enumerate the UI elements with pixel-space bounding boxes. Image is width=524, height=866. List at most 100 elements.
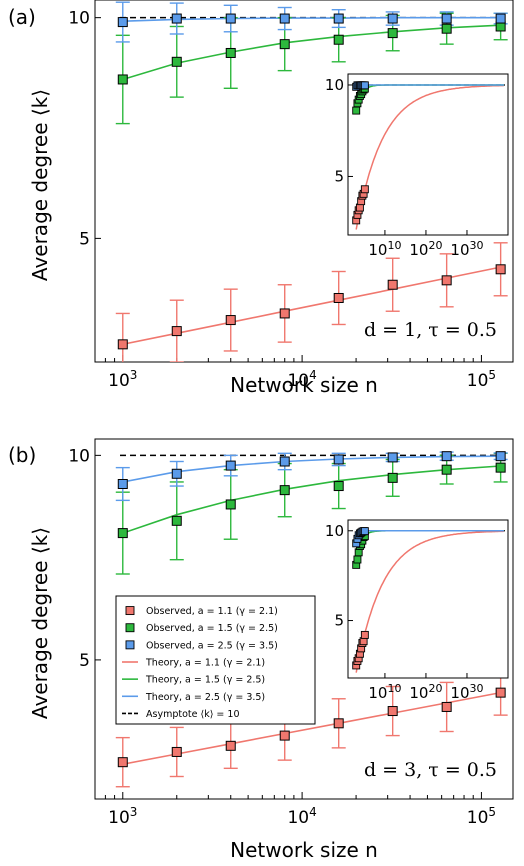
point-a15: [387, 472, 398, 483]
x-tick-label: 103: [108, 805, 137, 828]
plot-frame: [94, 438, 514, 800]
point-a11: [387, 279, 398, 290]
point-a15: [387, 28, 398, 39]
y-tick-label: 5: [79, 229, 90, 249]
inset-x-tick-label: 1020: [409, 682, 442, 703]
legend-label: Observed, a = 2.5 (γ = 3.5): [146, 640, 278, 651]
point-a25: [225, 460, 236, 471]
inset-point-a15: [352, 106, 361, 115]
point-a11: [441, 701, 452, 712]
point-a11: [225, 315, 236, 326]
inset-point-a11: [360, 630, 369, 639]
inset-x-tick-label: 1020: [409, 239, 442, 260]
inset: 1010 1020 1030 5 10: [325, 519, 509, 703]
inset-point-a25: [360, 81, 369, 90]
point-a25: [495, 451, 506, 462]
point-a25: [279, 456, 290, 467]
x-tick-label: 103: [108, 368, 137, 391]
point-a25: [171, 13, 182, 24]
point-a25: [387, 13, 398, 24]
inset-body: [352, 527, 505, 673]
annotation: d = 3, τ = 0.5: [364, 759, 497, 781]
legend-label: Asymptote ⟨k⟩ = 10: [146, 709, 239, 720]
point-a25: [441, 13, 452, 24]
annotation: d = 1, τ = 0.5: [364, 319, 497, 341]
plot-frame: [94, 0, 514, 363]
point-a11: [279, 730, 290, 741]
legend-marker: [125, 606, 135, 616]
point-a25: [333, 13, 344, 24]
point-a11: [441, 275, 452, 286]
legend-label: Theory, a = 1.1 (γ = 2.1): [145, 658, 265, 669]
legend-label: Theory, a = 2.5 (γ = 3.5): [145, 692, 265, 703]
inset-y-tick-label: 5: [334, 167, 344, 185]
point-a11: [495, 687, 506, 698]
point-a25: [441, 451, 452, 462]
point-a15: [333, 481, 344, 492]
point-a11: [333, 718, 344, 729]
point-a15: [225, 499, 236, 510]
legend: Observed, a = 1.1 (γ = 2.1) Observed, a =…: [115, 595, 316, 725]
y-axis-label: Average degree ⟨k⟩: [28, 527, 52, 719]
inset-theory-a25: [355, 84, 504, 88]
legend-label: Observed, a = 1.1 (γ = 2.1): [146, 606, 278, 617]
theory-line-a11: [122, 691, 501, 765]
y-axis-label: Average degree ⟨k⟩: [28, 89, 52, 281]
point-a11: [333, 292, 344, 303]
x-tick-label: 104: [287, 805, 316, 828]
point-a11: [117, 757, 128, 768]
x-tick-label: 105: [467, 805, 496, 828]
legend-label: Observed, a = 1.5 (γ = 2.5): [146, 623, 278, 634]
y-tick-label: 5: [79, 651, 90, 671]
plot-body: [115, 451, 508, 788]
inset-y-tick-label: 10: [325, 522, 344, 540]
point-a25: [387, 452, 398, 463]
point-a15: [117, 528, 128, 539]
point-a25: [333, 454, 344, 465]
point-a15: [171, 56, 182, 67]
theory-line-a25: [122, 455, 501, 483]
inset-theory-a25: [355, 530, 504, 534]
point-a11: [279, 308, 290, 319]
point-a15: [117, 74, 128, 85]
point-a11: [225, 740, 236, 751]
theory-line-a15: [122, 465, 501, 534]
point-a15: [171, 515, 182, 526]
point-a25: [117, 479, 128, 489]
point-a15: [279, 39, 290, 50]
x-axis-label: Network size n: [230, 373, 378, 397]
point-a15: [333, 34, 344, 45]
point-a11: [171, 326, 182, 337]
x-tick-label: 104: [287, 368, 316, 391]
y-tick-label: 10: [68, 9, 90, 29]
panel-label: (b): [8, 443, 36, 467]
plot-body: [115, 1, 508, 362]
inset-x-tick-label: 1030: [450, 239, 483, 260]
panel-label: (a): [8, 5, 36, 29]
legend-marker: [125, 623, 135, 633]
point-a15: [279, 485, 290, 496]
inset-y-tick-label: 10: [325, 76, 344, 94]
inset-frame: [347, 73, 509, 236]
inset-x-tick-label: 1010: [368, 239, 401, 260]
theory-line-a15: [122, 24, 501, 81]
point-a15: [495, 462, 506, 473]
theory-line-a25: [122, 16, 501, 22]
inset-x-tick-label: 1010: [368, 682, 401, 703]
inset-point-a15: [353, 555, 362, 564]
point-a11: [387, 706, 398, 717]
point-a11: [495, 264, 506, 275]
inset-theory-a11: [355, 530, 504, 673]
point-a25: [279, 13, 290, 24]
inset-point-a25: [360, 527, 369, 536]
inset-point-a11: [360, 185, 369, 194]
legend-marker: [125, 640, 135, 650]
inset-frame: [347, 519, 509, 679]
point-a15: [441, 23, 452, 34]
point-a15: [441, 464, 452, 475]
legend-frame: [115, 595, 316, 725]
inset-y-tick-label: 5: [334, 612, 344, 630]
